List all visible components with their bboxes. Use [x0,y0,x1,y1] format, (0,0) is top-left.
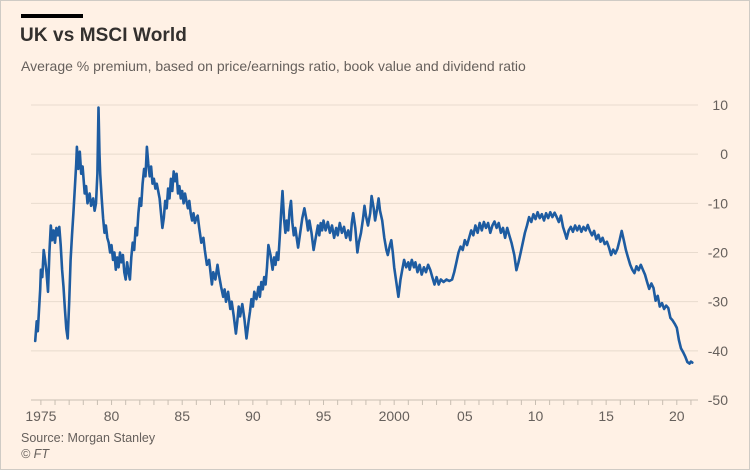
x-tick-label: 90 [245,408,261,424]
x-tick-label: 85 [174,408,190,424]
copyright-note: © FT [21,447,49,461]
series-line [33,106,694,365]
y-tick-label: -30 [708,294,728,310]
title-accent-bar [21,14,83,18]
x-tick-label: 15 [598,408,614,424]
y-tick-label: -40 [708,343,728,359]
y-tick-label: -20 [708,245,728,261]
y-tick-label: -10 [708,195,728,211]
y-tick-label: 10 [712,97,728,113]
x-tick-label: 20 [669,408,685,424]
x-tick-label: 2000 [379,408,410,424]
source-attribution: Source: Morgan Stanley [21,431,156,445]
x-tick-label: 1975 [25,408,56,424]
y-tick-label: -50 [708,392,728,408]
x-tick-label: 95 [316,408,332,424]
x-tick-label: 10 [528,408,544,424]
x-tick-label: 05 [457,408,473,424]
chart-subtitle: Average % premium, based on price/earnin… [21,58,526,74]
y-tick-label: 0 [720,146,728,162]
x-tick-label: 80 [104,408,120,424]
chart-title: UK vs MSCI World [20,25,187,46]
